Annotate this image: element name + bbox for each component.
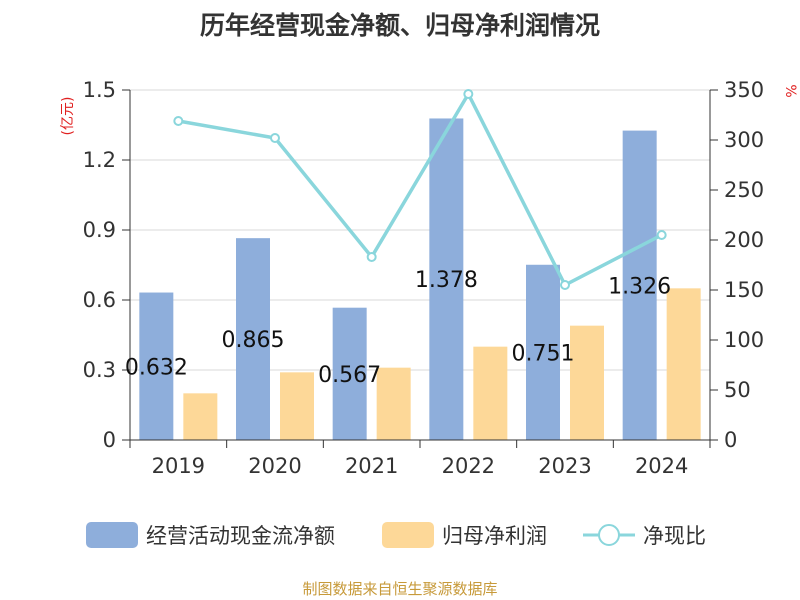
y-left-tick-label: 0.6 <box>83 288 116 312</box>
y-left-unit: (亿元) <box>60 97 76 136</box>
x-tick-label: 2020 <box>248 454 301 478</box>
legend-marker <box>598 524 620 546</box>
cashflow-data-label: 1.378 <box>415 268 478 293</box>
ratio-line <box>173 89 667 290</box>
y-left-tick-label: 1.5 <box>83 78 116 102</box>
cashflow-data-label: 0.632 <box>125 355 188 380</box>
source-footer: 制图数据来自恒生聚源数据库 <box>302 580 498 598</box>
cashflow-data-label: 0.567 <box>318 363 381 388</box>
y-right-tick-label: 150 <box>724 278 764 302</box>
chart-title: 历年经营现金净额、归母净利润情况 <box>199 11 600 40</box>
bars <box>139 118 701 440</box>
y-left-tick-label: 1.2 <box>83 148 116 172</box>
y-right-unit: % <box>782 84 798 97</box>
cashflow-data-label: 0.865 <box>222 328 285 353</box>
ratio-point <box>656 230 667 240</box>
profit-bar <box>280 372 314 440</box>
x-tick-label: 2021 <box>345 454 398 478</box>
legend-label: 净现比 <box>643 524 706 548</box>
y-left-tick-label: 0 <box>103 428 116 452</box>
axes: 0 0.3 0.6 0.9 1.2 1.5 0 50 100 150 200 250 300 350 (亿元… <box>60 78 798 478</box>
legend-label: 经营活动现金流净额 <box>146 524 335 548</box>
ratio-point <box>463 89 474 99</box>
ratio-point <box>560 280 570 290</box>
profit-bar <box>183 393 218 440</box>
legend-swatch <box>382 522 434 548</box>
x-tick-label: 2023 <box>538 454 591 478</box>
profit-bar <box>666 288 701 440</box>
y-right-tick-label: 200 <box>724 228 764 252</box>
cashflow-data-label: 0.751 <box>512 341 575 366</box>
profit-bar <box>376 367 411 440</box>
cashflow-bar <box>429 118 464 440</box>
x-tick-label: 2022 <box>442 454 495 478</box>
y-left-tick-label: 0.9 <box>83 218 116 242</box>
x-tick-label: 2019 <box>152 454 205 478</box>
legend: 经营活动现金流净额 归母净利润 净现比 <box>86 522 706 548</box>
cashflow-data-label: 1.326 <box>608 274 671 299</box>
data-labels: 0.632 0.865 0.567 1.378 0.751 1.326 <box>125 268 671 388</box>
legend-swatch <box>86 522 138 548</box>
cashflow-bar <box>622 130 657 440</box>
y-left-tick-label: 0.3 <box>83 358 116 382</box>
cashflow-bar <box>236 238 270 440</box>
profit-bar <box>473 346 508 440</box>
y-right-tick-label: 100 <box>724 328 764 352</box>
ratio-point <box>366 252 377 262</box>
profit-bar <box>570 325 604 440</box>
x-tick-label: 2024 <box>635 454 688 478</box>
cashflow-bar <box>139 292 174 440</box>
legend-label: 归母净利润 <box>442 524 547 548</box>
y-right-tick-label: 0 <box>724 428 737 452</box>
cashflow-bar <box>332 307 367 440</box>
cashflow-bar <box>526 264 560 440</box>
y-right-tick-label: 50 <box>724 378 751 402</box>
y-right-tick-label: 250 <box>724 178 764 202</box>
y-right-tick-label: 350 <box>724 78 764 102</box>
y-right-tick-label: 300 <box>724 128 764 152</box>
ratio-point <box>270 133 280 143</box>
ratio-point <box>173 116 184 126</box>
ratio-line-path <box>178 90 663 288</box>
